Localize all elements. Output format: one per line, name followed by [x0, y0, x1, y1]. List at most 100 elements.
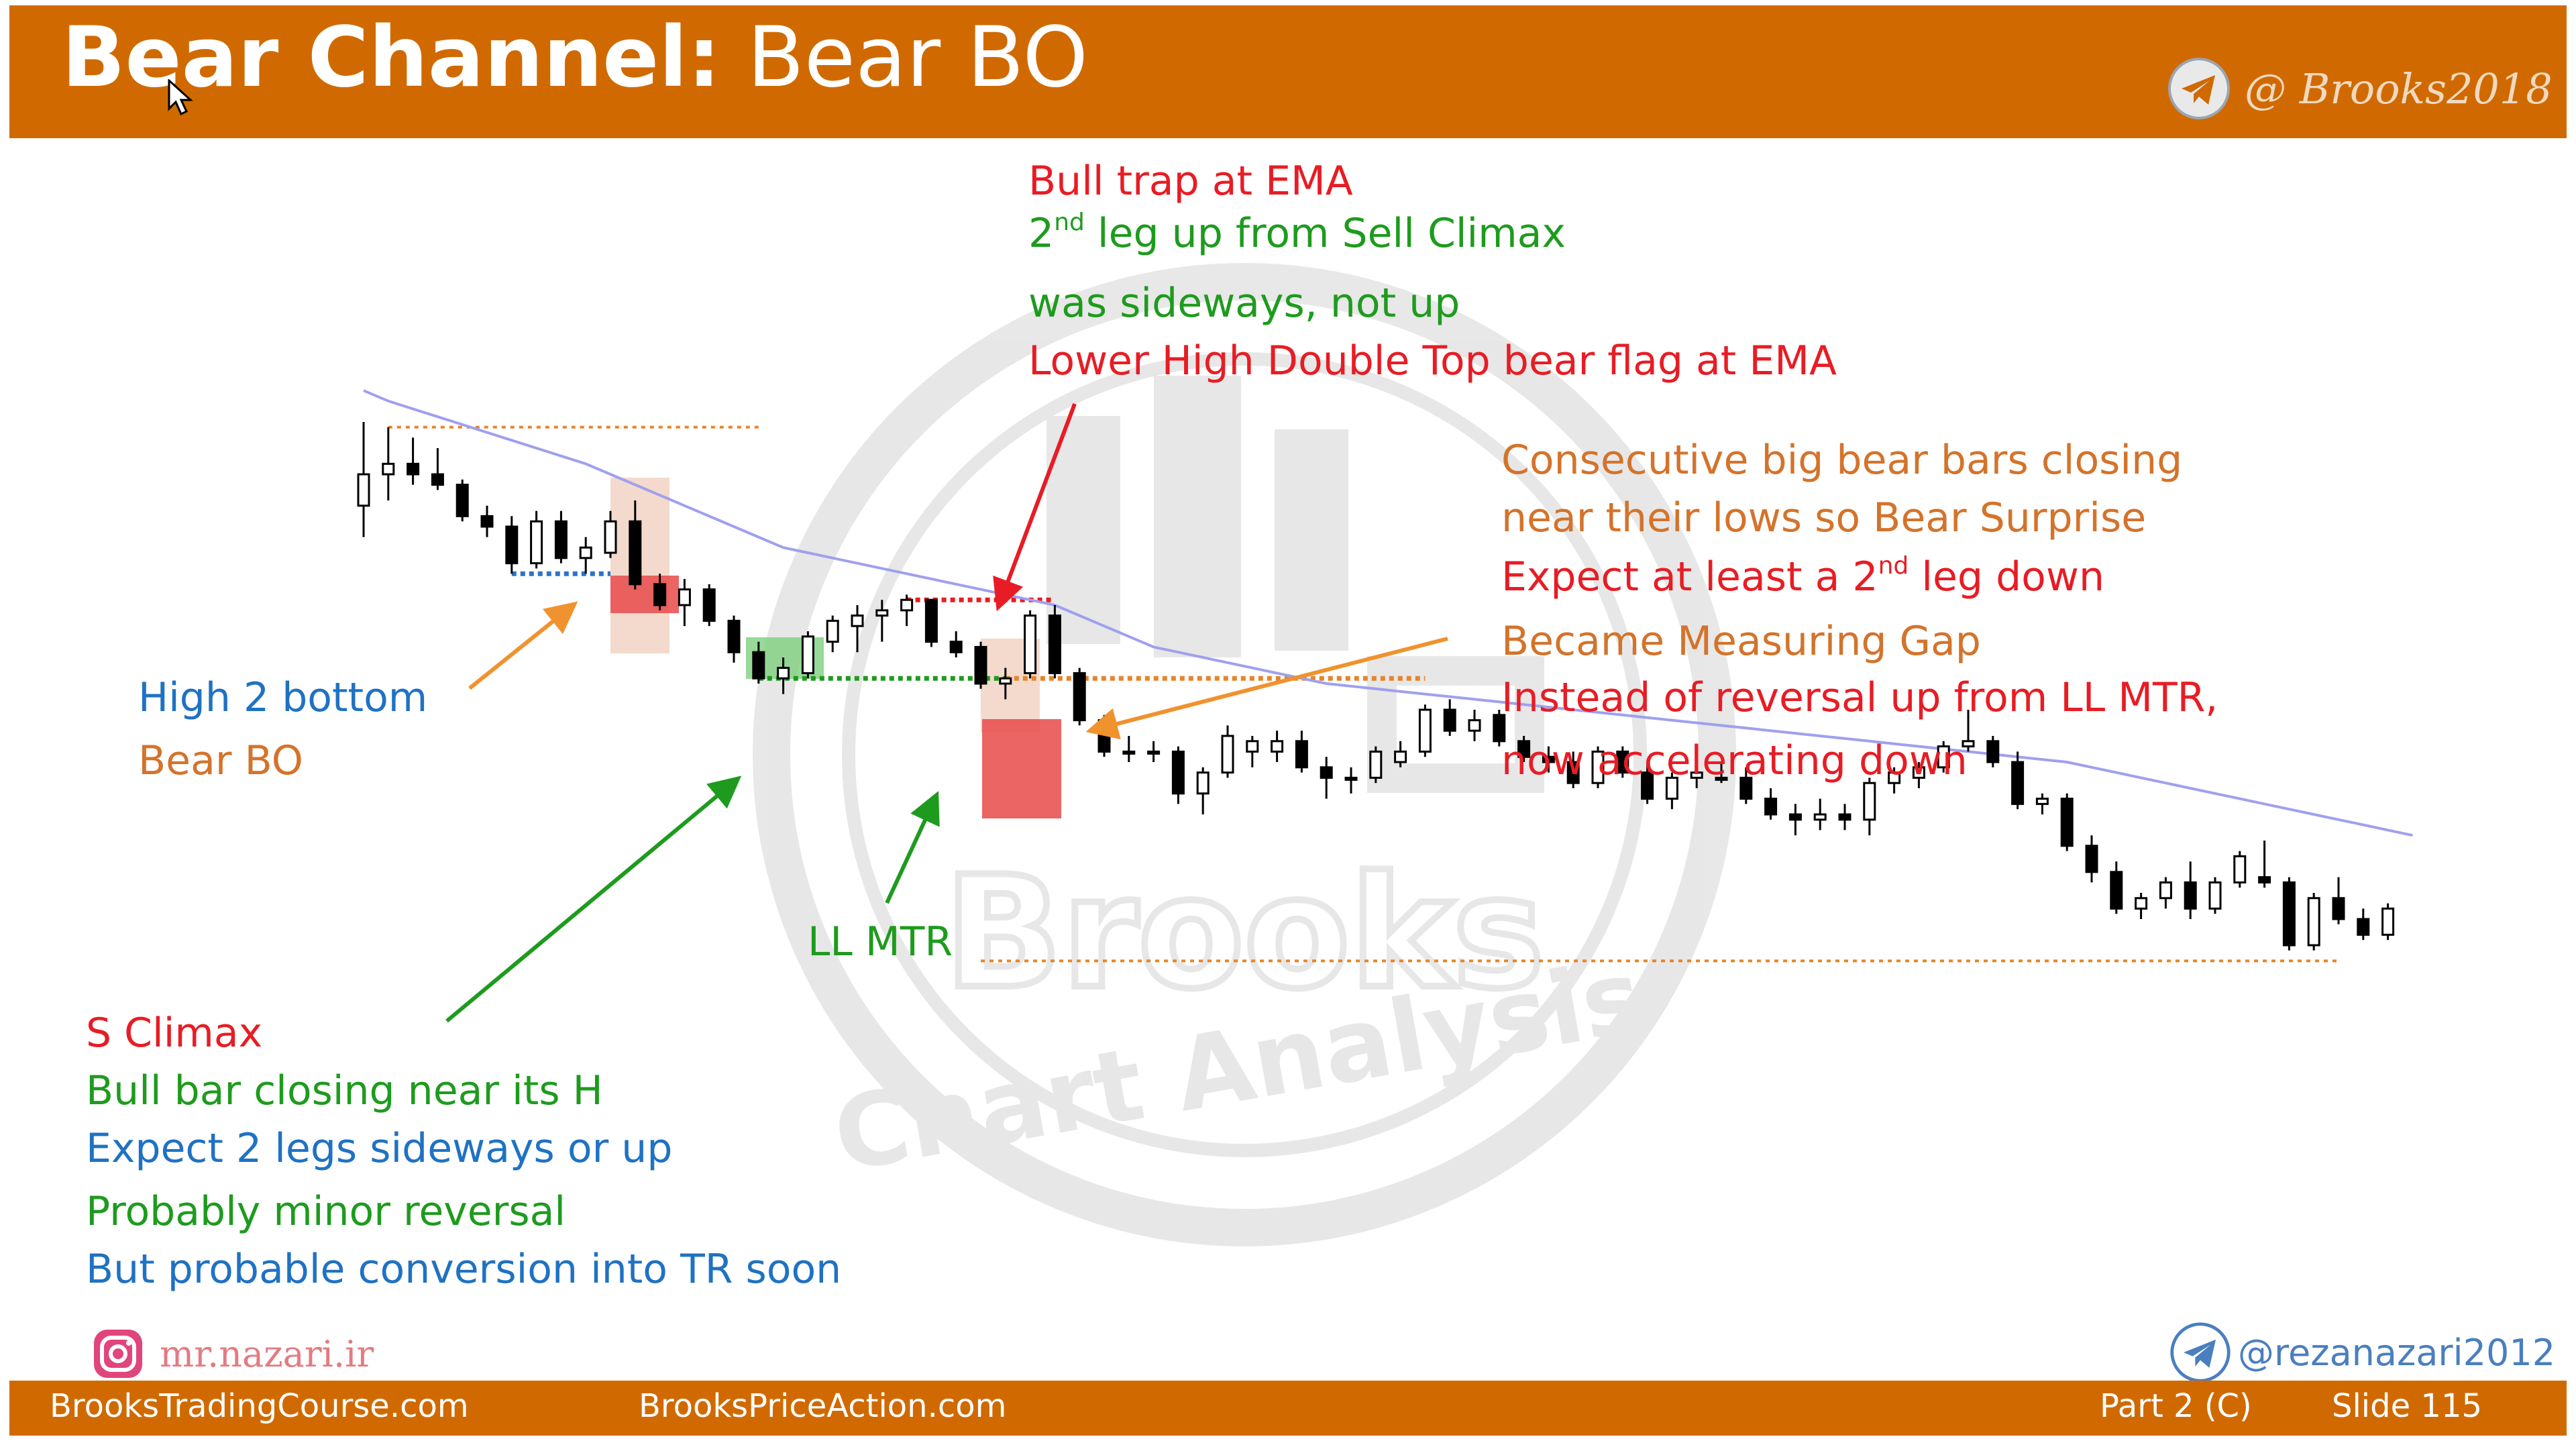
bull-candle-body	[2381, 907, 2395, 936]
footer-band	[9, 1381, 2567, 1436]
candle	[554, 511, 568, 564]
bear-candle-body	[431, 473, 444, 486]
bear-candle-body	[653, 583, 667, 606]
bull-candle-body	[357, 473, 370, 507]
bear-candle-body	[1171, 750, 1185, 795]
bull-trap-arrow	[993, 403, 1077, 612]
candle	[974, 641, 987, 689]
slide-frame	[9, 5, 2567, 1440]
candle	[1048, 605, 1061, 679]
candle	[777, 657, 790, 694]
bear-candle-body	[1986, 740, 2000, 763]
candle	[2282, 877, 2296, 951]
bear-candle-body	[1073, 672, 1086, 722]
candle	[702, 584, 716, 627]
candle	[1271, 731, 1284, 762]
bear-candle-body	[407, 462, 420, 476]
candle	[1788, 804, 1802, 836]
bull-candle-body	[530, 520, 543, 565]
candle	[1443, 699, 1456, 736]
bull-bar-label: Bull bar closing near its H	[86, 1067, 603, 1114]
instagram-brand: mr.nazari.ir	[91, 1327, 374, 1381]
bull-candle-body	[851, 614, 864, 627]
candle	[2332, 877, 2345, 924]
candle	[2035, 793, 2049, 814]
candle	[2208, 877, 2222, 914]
bull-candle-body	[1665, 776, 1678, 800]
bull-candle-body	[1912, 766, 1925, 779]
conversion-label: But probable conversion into TR soon	[86, 1246, 842, 1293]
bear-candle-body	[2184, 881, 2197, 910]
bull-candle-body	[2208, 881, 2222, 910]
candle	[1493, 710, 1506, 747]
candle	[579, 537, 592, 574]
near-lows-label: near their lows so Bear Surprise	[1501, 494, 2147, 541]
measuring-gap-box	[982, 719, 1061, 818]
bear-candle-body	[1048, 614, 1061, 674]
bull-candle-body	[604, 520, 617, 554]
candle	[924, 598, 938, 647]
bull-candle-body	[1937, 745, 1950, 769]
footer-site-1[interactable]: BrooksTradingCourse.com	[50, 1387, 469, 1425]
bull-candle-body	[2035, 798, 2049, 805]
bear-candle-body	[1320, 766, 1333, 779]
candle	[2159, 877, 2172, 909]
candle	[629, 500, 642, 590]
candle	[530, 511, 543, 569]
candle	[1171, 746, 1185, 804]
candle	[826, 615, 839, 653]
bear-candle-body	[629, 520, 642, 586]
ll-mtr-label: LL MTR	[808, 918, 953, 965]
candle	[2011, 751, 2025, 810]
candle	[604, 511, 617, 558]
bear-candle-body	[455, 484, 469, 517]
candle	[1937, 741, 1950, 773]
footer-part: Part 2 (C)	[2100, 1387, 2252, 1425]
footer-slide-number: Slide 115	[2332, 1387, 2483, 1425]
consecutive-label: Consecutive big bear bars closing	[1501, 437, 2183, 484]
candle	[1616, 746, 1629, 778]
candle	[851, 605, 864, 653]
candle	[1320, 757, 1333, 799]
bull-candle-body	[382, 462, 395, 476]
expect-two-label: Expect 2 legs sideways or up	[86, 1125, 673, 1172]
bear-candle-body	[554, 520, 568, 559]
bear-candle-body	[2357, 918, 2370, 936]
candle	[752, 641, 765, 684]
candle	[1542, 746, 1555, 773]
telegram-icon	[2168, 58, 2230, 119]
candle	[2381, 903, 2395, 941]
sclimax-arrow	[445, 775, 742, 1023]
candle	[1764, 788, 1778, 820]
footer-site-2[interactable]: BrooksPriceAction.com	[639, 1387, 1007, 1425]
bear-candle-body	[2282, 881, 2296, 947]
bull-candle-body	[1221, 735, 1234, 774]
candle	[2135, 893, 2148, 919]
candle	[1147, 741, 1161, 762]
watermark-logo: Brooks Chart Analysis	[753, 263, 1736, 1246]
candle	[1418, 704, 1432, 757]
candle	[1813, 798, 1827, 831]
bear-candle-body	[480, 515, 494, 528]
candle	[407, 437, 420, 485]
candle	[727, 615, 741, 663]
bull-candle-body	[1122, 750, 1136, 755]
candle	[382, 427, 395, 500]
candle	[505, 516, 519, 574]
candle	[2307, 893, 2320, 951]
bull-candle-body	[1715, 776, 1728, 781]
bear-bo-red-box	[610, 576, 679, 613]
bear-candle-body	[1295, 740, 1308, 769]
candle	[1665, 772, 1678, 810]
mouse-cursor-icon	[168, 79, 193, 116]
telegram-icon	[2170, 1322, 2231, 1383]
bull-candle-body	[2307, 897, 2320, 947]
candle	[900, 594, 914, 627]
candle	[2184, 861, 2197, 919]
candle	[1024, 610, 1037, 679]
bull-candle-body	[1024, 614, 1037, 674]
candles	[357, 422, 2395, 951]
bull-candle-body	[900, 598, 914, 612]
bull-candle-body	[1147, 750, 1161, 755]
